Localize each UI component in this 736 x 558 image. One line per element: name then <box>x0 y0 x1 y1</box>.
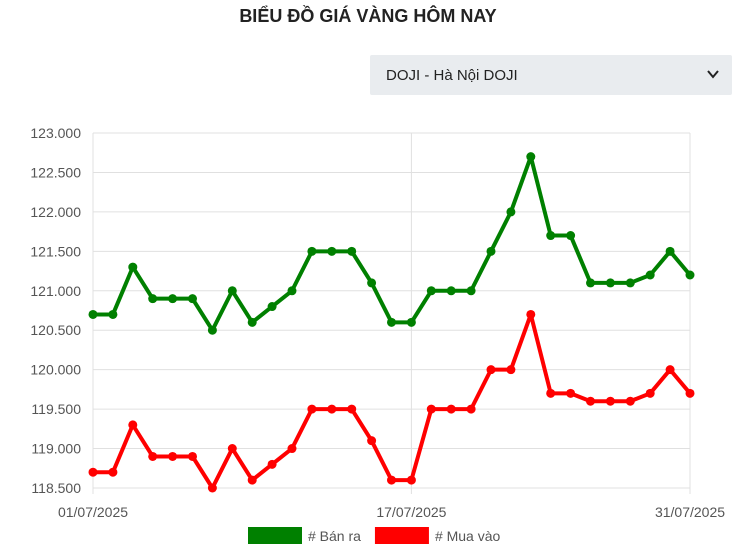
x-tick-label: 17/07/2025 <box>376 504 446 520</box>
data-point-mua-vao <box>347 404 357 414</box>
y-tick-label: 119.500 <box>31 401 81 417</box>
grid <box>92 132 691 494</box>
x-axis: 01/07/2025 17/07/2025 31/07/2025 <box>58 504 725 520</box>
data-point-ban-ra <box>506 207 516 217</box>
series-line-ban-ra <box>93 154 692 333</box>
data-point-ban-ra <box>227 286 237 296</box>
data-point-mua-vao <box>446 404 456 414</box>
data-point-mua-vao <box>625 396 635 406</box>
data-point-mua-vao <box>566 388 576 398</box>
data-point-mua-vao <box>426 404 436 414</box>
series-line-mua-vao <box>93 312 692 490</box>
y-tick-label: 120.000 <box>30 362 81 378</box>
source-select-value: DOJI - Hà Nội DOJI <box>386 66 518 84</box>
data-point-ban-ra <box>347 246 357 256</box>
y-tick-label: 119.000 <box>31 441 81 457</box>
legend: # Bán ra # Mua vào <box>248 527 501 544</box>
data-point-ban-ra <box>247 317 257 327</box>
data-point-ban-ra <box>88 309 98 319</box>
y-tick-label: 122.000 <box>30 204 81 220</box>
legend-swatch-mua-vao[interactable] <box>374 527 429 544</box>
data-point-mua-vao <box>128 420 138 430</box>
data-point-ban-ra <box>188 294 197 304</box>
data-point-ban-ra <box>685 270 695 280</box>
data-point-ban-ra <box>466 286 476 296</box>
data-point-ban-ra <box>605 278 615 288</box>
data-point-ban-ra <box>307 246 317 256</box>
x-tick-label: 01/07/2025 <box>58 504 128 520</box>
data-point-ban-ra <box>566 231 576 241</box>
data-point-mua-vao <box>367 436 377 446</box>
data-point-mua-vao <box>307 404 317 414</box>
x-tick-label: 31/07/2025 <box>655 504 725 520</box>
y-tick-label: 121.000 <box>30 283 81 299</box>
data-point-mua-vao <box>188 451 197 461</box>
data-point-mua-vao <box>546 388 556 398</box>
data-point-mua-vao <box>227 444 237 454</box>
data-point-mua-vao <box>287 444 297 454</box>
data-point-mua-vao <box>645 388 655 398</box>
y-tick-label: 120.500 <box>30 322 81 338</box>
data-point-ban-ra <box>645 270 655 280</box>
data-point-mua-vao <box>207 483 217 493</box>
data-point-mua-vao <box>88 467 98 477</box>
data-point-mua-vao <box>148 451 158 461</box>
y-tick-label: 118.500 <box>31 480 81 496</box>
data-point-ban-ra <box>625 278 635 288</box>
data-point-ban-ra <box>665 246 675 256</box>
data-point-mua-vao <box>586 396 595 406</box>
data-point-ban-ra <box>406 317 416 327</box>
page-title: BIỂU ĐỒ GIÁ VÀNG HÔM NAY <box>239 6 497 26</box>
data-point-mua-vao <box>605 396 615 406</box>
data-point-ban-ra <box>148 294 158 304</box>
series <box>88 152 695 493</box>
data-point-ban-ra <box>526 152 536 162</box>
data-point-ban-ra <box>128 262 138 272</box>
y-tick-label: 121.500 <box>30 243 81 259</box>
chevron-down-icon <box>707 70 719 79</box>
data-point-mua-vao <box>665 365 675 375</box>
data-point-ban-ra <box>207 325 217 335</box>
y-axis: 123.000 122.500 122.000 121.500 121.000 120.5… <box>30 125 81 496</box>
data-point-mua-vao <box>685 388 695 398</box>
data-point-mua-vao <box>247 475 257 485</box>
data-point-ban-ra <box>287 286 297 296</box>
data-point-ban-ra <box>546 231 556 241</box>
data-point-ban-ra <box>426 286 436 296</box>
data-point-mua-vao <box>267 459 277 469</box>
data-point-mua-vao <box>387 475 396 485</box>
data-point-mua-vao <box>466 404 476 414</box>
source-select[interactable]: DOJI - Hà Nội DOJI <box>370 55 732 95</box>
data-point-mua-vao <box>327 404 337 414</box>
data-point-ban-ra <box>327 246 337 256</box>
data-point-ban-ra <box>108 309 118 319</box>
data-point-mua-vao <box>168 451 178 461</box>
data-point-ban-ra <box>367 278 377 288</box>
data-point-ban-ra <box>446 286 456 296</box>
y-tick-label: 123.000 <box>30 125 81 141</box>
data-point-ban-ra <box>486 246 496 256</box>
data-point-mua-vao <box>108 467 118 477</box>
data-point-mua-vao <box>406 475 416 485</box>
legend-label-ban-ra[interactable]: # Bán ra <box>308 528 361 544</box>
legend-swatch-ban-ra[interactable] <box>248 527 302 544</box>
data-point-ban-ra <box>586 278 595 288</box>
data-point-mua-vao <box>526 309 536 319</box>
data-point-mua-vao <box>506 365 516 375</box>
data-point-ban-ra <box>387 317 396 327</box>
y-tick-label: 122.500 <box>30 164 81 180</box>
data-point-ban-ra <box>267 302 277 312</box>
data-point-mua-vao <box>486 365 496 375</box>
legend-label-mua-vao[interactable]: # Mua vào <box>435 528 501 544</box>
data-point-ban-ra <box>168 294 178 304</box>
